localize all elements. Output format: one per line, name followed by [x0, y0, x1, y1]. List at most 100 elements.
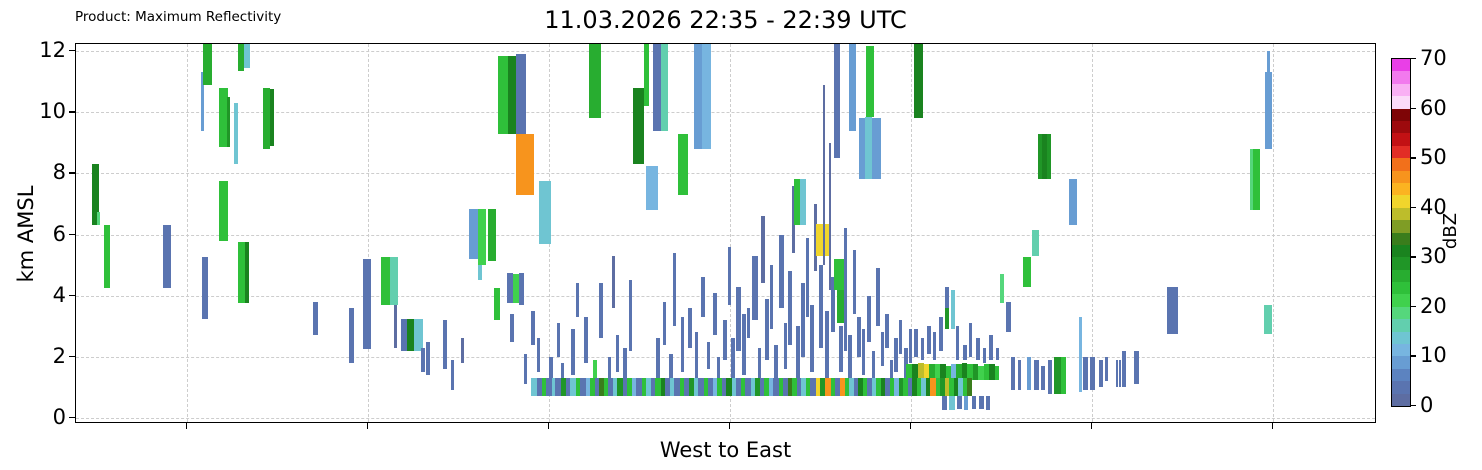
low-level-band-segment: [646, 378, 651, 396]
colorbar-tick-mark: [1410, 256, 1416, 258]
colorbar-tick-mark: [1410, 206, 1416, 209]
x-gridline: [911, 44, 912, 422]
colorbar-segment: [1392, 96, 1410, 110]
colorbar-tick-label: 30: [1420, 244, 1447, 269]
reflectivity-bar: [612, 255, 615, 308]
reflectivity-bar: [983, 347, 986, 363]
reflectivity-bar: [918, 362, 924, 379]
reflectivity-bar: [964, 395, 968, 411]
reflectivity-bar: [717, 356, 720, 385]
reflectivity-bar: [678, 133, 688, 195]
y-tick-mark: [69, 417, 75, 419]
low-level-band-segment: [537, 378, 542, 396]
colorbar-segment: [1392, 83, 1410, 97]
reflectivity-bar: [914, 44, 923, 119]
reflectivity-bar: [571, 329, 575, 376]
reflectivity-bar: [1119, 359, 1121, 388]
reflectivity-bar: [848, 335, 852, 385]
y-gridline: [76, 173, 1375, 175]
y-tick-label: 8: [52, 160, 66, 185]
reflectivity-bar: [203, 44, 212, 85]
reflectivity-bar: [238, 44, 244, 71]
low-level-band-segment: [717, 378, 722, 396]
reflectivity-bar: [1011, 356, 1015, 391]
low-level-band-segment: [825, 378, 831, 396]
reflectivity-bar: [656, 338, 660, 379]
reflectivity-bar: [1083, 356, 1088, 391]
colorbar-segment: [1392, 294, 1410, 308]
reflectivity-bar: [1267, 51, 1270, 73]
colorbar-tick-mark: [1410, 58, 1416, 60]
reflectivity-bar: [819, 265, 823, 348]
reflectivity-bar: [1079, 317, 1082, 392]
colorbar-tick-label: 70: [1420, 46, 1447, 70]
reflectivity-bar: [1099, 359, 1103, 388]
reflectivity-bar: [996, 347, 999, 360]
reflectivity-bar: [589, 44, 601, 119]
low-level-band-segment: [651, 378, 655, 396]
y-tick-mark: [69, 233, 75, 235]
reflectivity-bar: [407, 318, 414, 351]
reflectivity-bar: [507, 272, 513, 304]
reflectivity-bar: [989, 364, 995, 380]
colorbar-segment: [1392, 356, 1410, 370]
reflectivity-bar: [957, 395, 962, 409]
low-level-band-segment: [835, 378, 840, 396]
low-level-band-segment: [876, 378, 881, 396]
reflectivity-bar: [984, 364, 989, 380]
reflectivity-bar: [979, 395, 984, 409]
reflectivity-bar: [829, 142, 831, 290]
low-level-band-segment: [713, 378, 717, 396]
reflectivity-bar: [1253, 148, 1260, 211]
reflectivity-bar: [1006, 301, 1011, 333]
colorbar-segment: [1392, 182, 1410, 196]
reflectivity-bar: [825, 310, 829, 382]
reflectivity-bar: [163, 225, 171, 289]
reflectivity-bar: [390, 257, 398, 305]
colorbar-tick-mark: [1410, 107, 1416, 109]
y-tick-mark: [69, 111, 75, 113]
low-level-band-segment: [831, 378, 835, 396]
reflectivity-bar: [796, 326, 800, 379]
reflectivity-bar: [728, 246, 731, 305]
reflectivity-bar: [516, 133, 534, 195]
colorbar-segment: [1392, 368, 1410, 382]
colorbar-tick-mark: [1410, 355, 1416, 357]
reflectivity-bar: [951, 289, 955, 330]
low-level-band-segment: [810, 378, 816, 396]
reflectivity-bar: [939, 317, 943, 351]
reflectivity-bar: [899, 320, 902, 354]
chart-title: 11.03.2026 22:35 - 22:39 UTC: [544, 6, 907, 34]
low-level-band-segment: [595, 378, 599, 396]
reflectivity-bar: [688, 307, 692, 348]
low-level-band-segment: [627, 378, 632, 396]
reflectivity-bar: [806, 237, 809, 318]
reflectivity-bar: [1265, 72, 1272, 149]
reflectivity-bar: [349, 307, 354, 363]
colorbar-tick-label: 20: [1420, 293, 1447, 318]
reflectivity-bar: [1042, 133, 1047, 180]
reflectivity-bar: [942, 395, 947, 411]
low-level-band-segment: [661, 378, 665, 396]
low-level-band-segment: [632, 378, 636, 396]
low-level-band-segment: [546, 378, 552, 396]
low-level-band-segment: [849, 378, 854, 396]
reflectivity-bar: [510, 314, 514, 342]
reflectivity-bar: [973, 364, 978, 380]
reflectivity-bar: [956, 326, 959, 360]
reflectivity-bar: [976, 338, 980, 360]
y-gridline: [76, 112, 1375, 114]
reflectivity-bar: [1116, 359, 1118, 388]
low-level-band-segment: [797, 378, 801, 396]
low-level-band-segment: [704, 378, 708, 396]
colorbar-segment: [1392, 207, 1410, 221]
low-level-band-segment: [863, 378, 867, 396]
reflectivity-bar: [238, 242, 245, 304]
colorbar-segment: [1392, 71, 1410, 85]
reflectivity-bar: [909, 329, 912, 363]
low-level-band-segment: [930, 378, 936, 396]
reflectivity-bar: [736, 286, 741, 351]
reflectivity-bar: [894, 338, 898, 373]
reflectivity-bar: [244, 44, 250, 68]
reflectivity-bar: [834, 258, 844, 290]
